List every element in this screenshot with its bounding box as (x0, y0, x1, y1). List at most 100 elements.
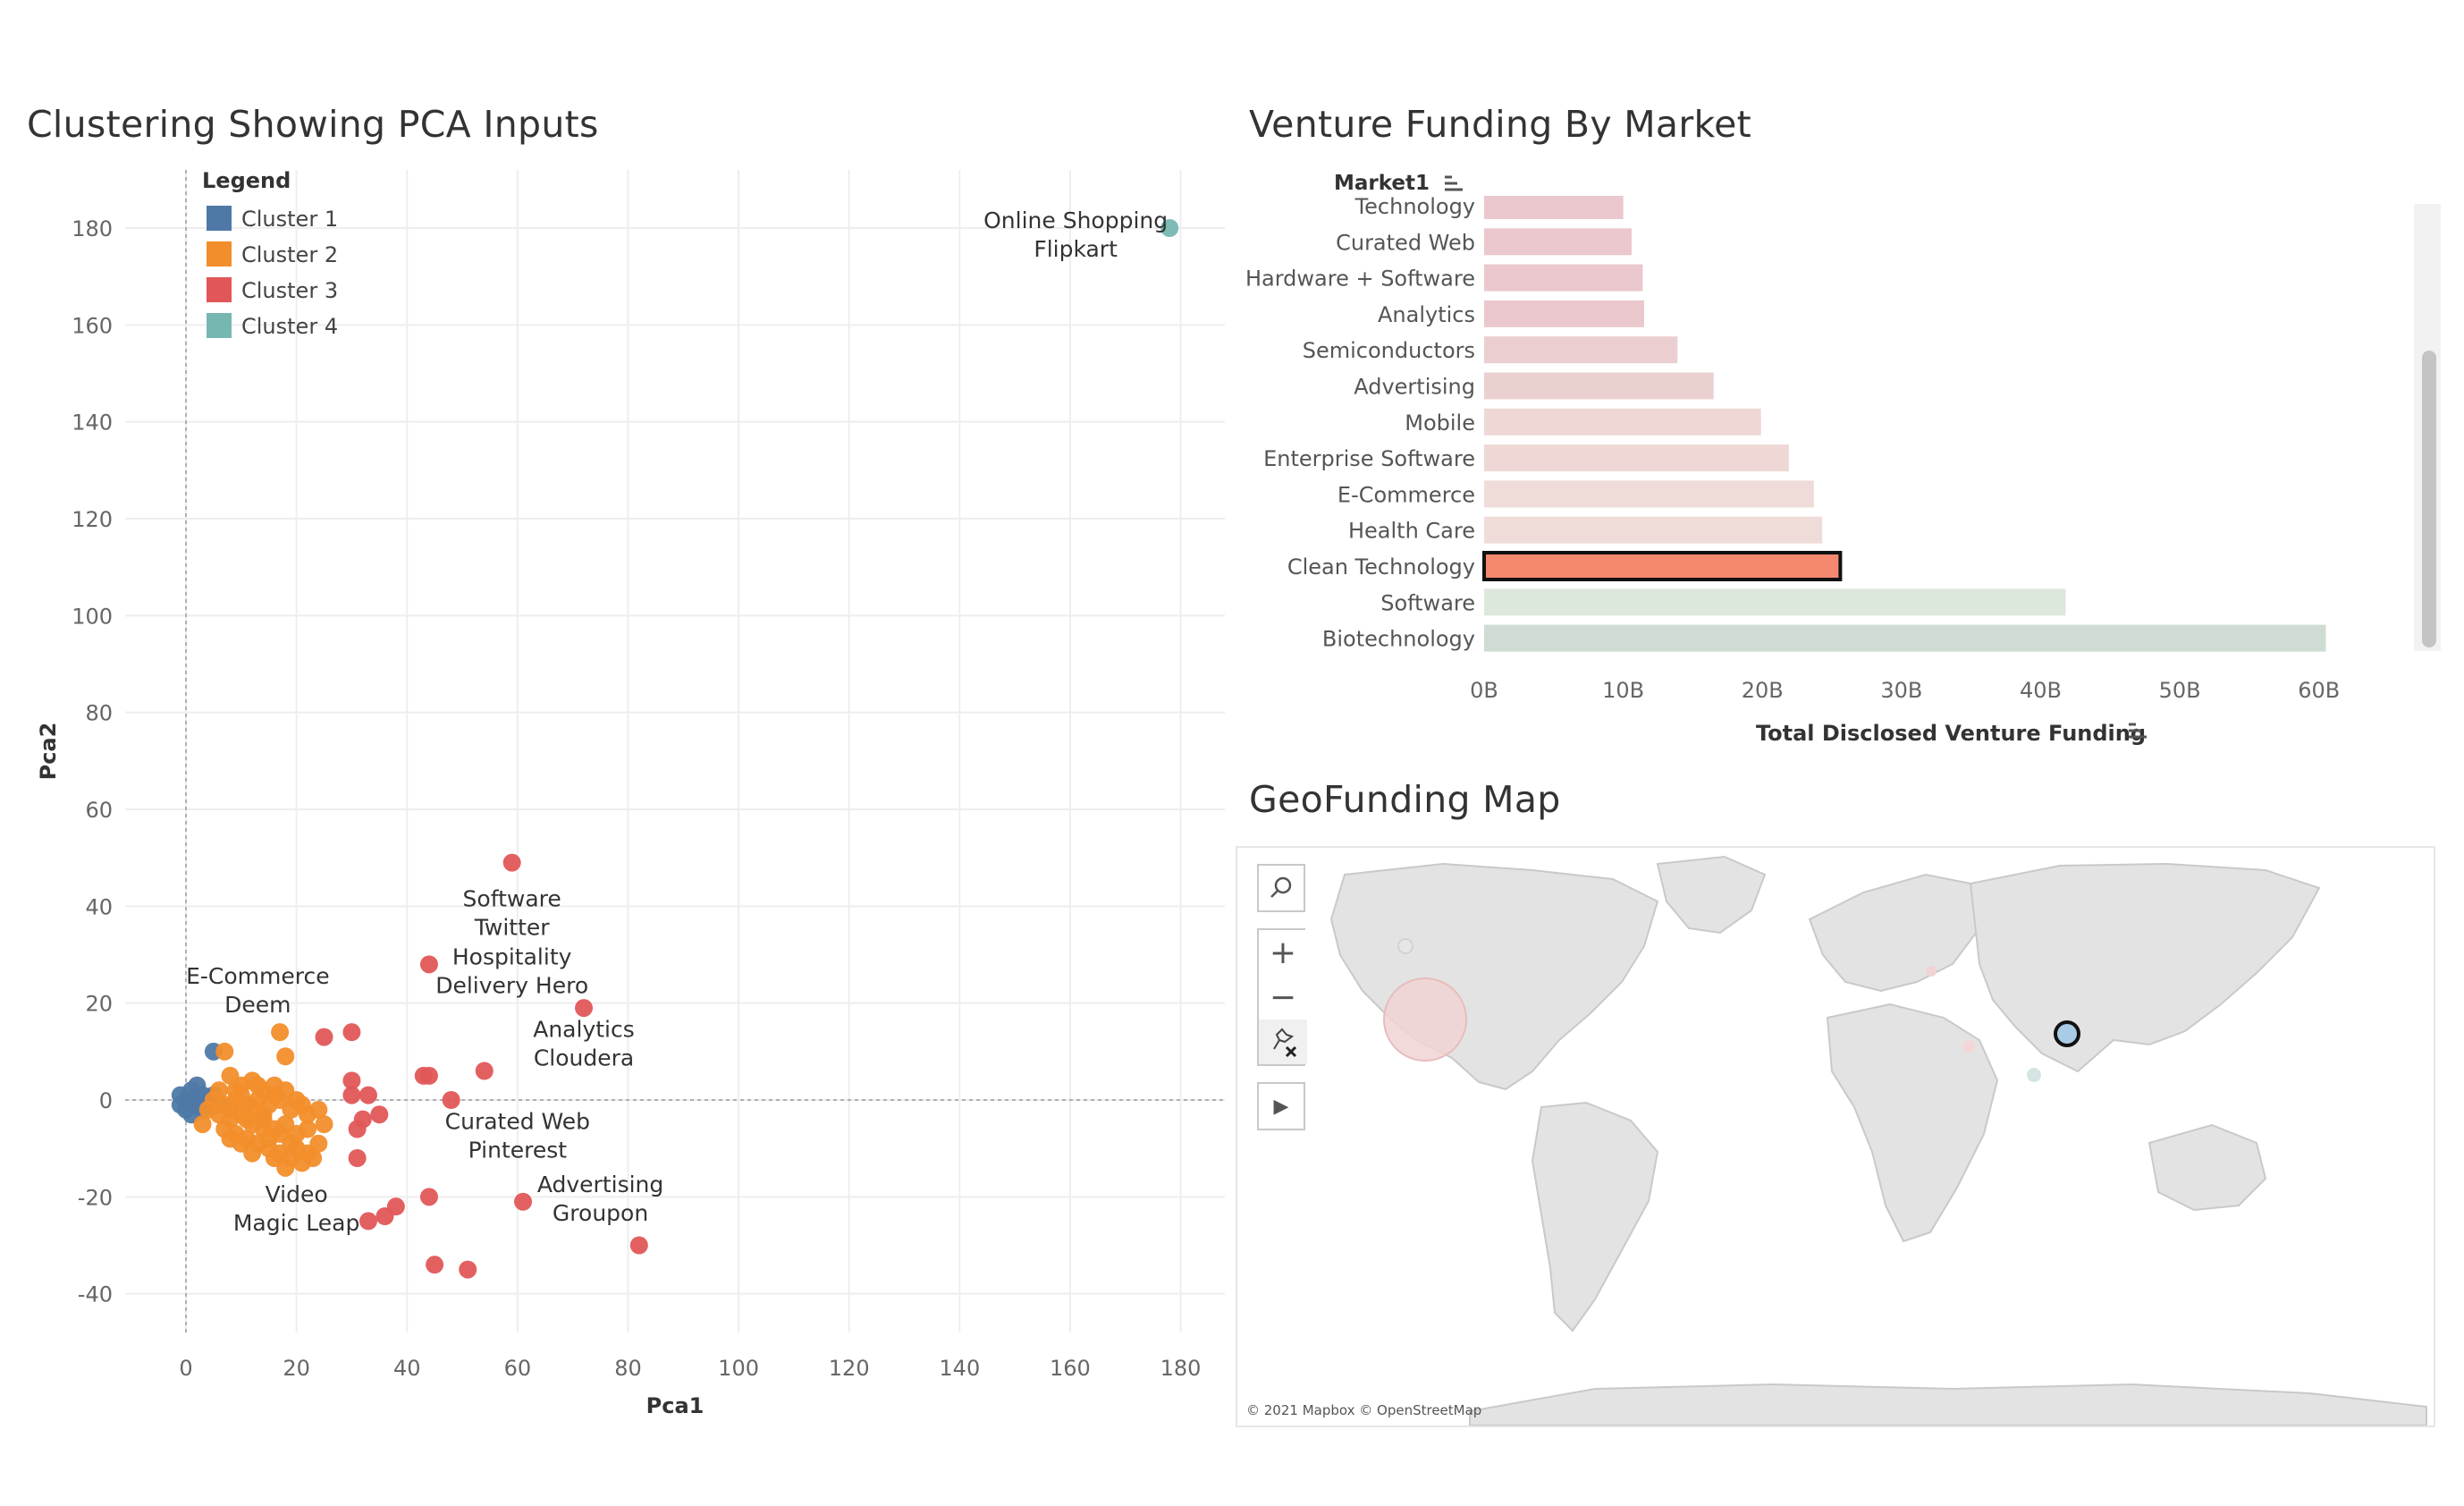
data-point-cluster-2[interactable] (193, 1115, 212, 1134)
funding-bar[interactable] (1484, 408, 1761, 436)
zoom-in-button[interactable]: + (1259, 930, 1307, 975)
data-point-cluster-3[interactable] (459, 1260, 477, 1279)
data-point-cluster-2[interactable] (221, 1100, 240, 1119)
data-point-cluster-3[interactable] (359, 1212, 377, 1231)
map-bubble-india[interactable] (2027, 1068, 2041, 1082)
data-point-cluster-3[interactable] (348, 1149, 367, 1167)
legend-label[interactable]: Cluster 3 (241, 278, 338, 303)
data-point-cluster-3[interactable] (442, 1091, 460, 1109)
scrollbar-thumb[interactable] (2422, 351, 2436, 647)
data-point-cluster-2[interactable] (276, 1047, 295, 1066)
world-map[interactable] (1237, 848, 2434, 1426)
legend-swatch[interactable] (207, 277, 232, 302)
data-point-cluster-2[interactable] (215, 1042, 234, 1061)
map-bubble-israel[interactable] (1962, 1040, 1975, 1053)
point-annotation: Cloudera (534, 1045, 634, 1071)
sort-icon[interactable] (2129, 723, 2147, 739)
map-search-button[interactable] (1257, 864, 1305, 912)
funding-bar[interactable] (1484, 264, 1643, 292)
pca-scatter-chart[interactable]: 0 20 40 60 80 100 120 140 160 180 -40 -20 0 20 40 60 80 1… (0, 161, 1225, 1458)
legend-swatch[interactable] (207, 206, 232, 231)
map-bubble-canada[interactable] (1397, 938, 1413, 954)
zoom-out-icon: − (1269, 978, 1297, 1016)
funding-bar[interactable] (1484, 372, 1714, 400)
reset-map-button[interactable] (1259, 1020, 1307, 1064)
funding-bar[interactable] (1484, 228, 1632, 256)
market-label[interactable]: Hardware + Software (1245, 267, 1475, 292)
market-label[interactable]: Curated Web (1336, 230, 1475, 255)
data-point-cluster-3[interactable] (359, 1086, 377, 1104)
data-point-cluster-3[interactable] (315, 1028, 333, 1046)
data-point-cluster-1[interactable] (182, 1091, 201, 1109)
legend-label[interactable]: Cluster 4 (241, 314, 338, 339)
data-point-cluster-3[interactable] (348, 1120, 367, 1138)
data-point-cluster-2[interactable] (226, 1081, 245, 1100)
data-point-cluster-3[interactable] (376, 1207, 394, 1225)
funding-bar[interactable] (1484, 480, 1814, 508)
market-label[interactable]: E-Commerce (1337, 482, 1475, 507)
data-point-cluster-3[interactable] (419, 955, 438, 974)
data-point-cluster-2[interactable] (298, 1120, 316, 1138)
market-label[interactable]: Advertising (1354, 375, 1475, 400)
zoom-out-button[interactable]: − (1259, 975, 1307, 1020)
market-label[interactable]: Analytics (1378, 302, 1475, 327)
funding-bar[interactable] (1484, 336, 1678, 364)
market-label[interactable]: Biotechnology (1322, 627, 1475, 652)
data-point-cluster-2[interactable] (249, 1076, 267, 1095)
map-bubble-europe[interactable] (1926, 966, 1937, 977)
data-point-cluster-3[interactable] (514, 1192, 533, 1211)
funding-bar[interactable] (1484, 516, 1823, 544)
market-label[interactable]: Mobile (1405, 410, 1475, 436)
funding-bar[interactable] (1484, 300, 1644, 327)
data-point-cluster-1[interactable] (188, 1076, 207, 1095)
data-point-cluster-4[interactable] (1160, 219, 1179, 237)
funding-bar[interactable] (1484, 444, 1789, 472)
data-point-cluster-2[interactable] (210, 1081, 229, 1100)
geo-funding-map[interactable]: + − ▶ © 2021 Mapbox © OpenStreetMap (1236, 846, 2435, 1427)
legend-label[interactable]: Cluster 2 (241, 242, 338, 267)
sort-icon[interactable] (1445, 175, 1463, 191)
data-point-cluster-2[interactable] (309, 1100, 328, 1119)
data-point-cluster-2[interactable] (287, 1091, 306, 1109)
data-point-cluster-2[interactable] (265, 1149, 283, 1167)
data-point-cluster-2[interactable] (254, 1120, 273, 1138)
market-label[interactable]: Enterprise Software (1263, 446, 1475, 471)
market-header[interactable]: Market1 (1334, 172, 1430, 195)
data-point-cluster-2[interactable] (198, 1100, 217, 1119)
market-label[interactable]: Software (1380, 590, 1475, 615)
data-point-cluster-2[interactable] (271, 1124, 290, 1143)
market-label[interactable]: Semiconductors (1303, 338, 1475, 363)
data-point-cluster-3[interactable] (342, 1071, 361, 1090)
market-label[interactable]: Clean Technology (1287, 554, 1475, 580)
map-play-button[interactable]: ▶ (1257, 1082, 1305, 1130)
data-point-cluster-2[interactable] (221, 1130, 240, 1148)
funding-bar-chart[interactable]: Technology Curated Web Hardware + Software… (1230, 161, 2464, 769)
data-point-cluster-2[interactable] (298, 1144, 316, 1163)
data-point-cluster-2[interactable] (237, 1110, 256, 1129)
data-point-cluster-3[interactable] (419, 1188, 438, 1206)
data-point-cluster-3[interactable] (575, 999, 594, 1018)
data-point-cluster-2[interactable] (271, 1023, 290, 1042)
funding-bar[interactable] (1484, 588, 2066, 616)
market-label[interactable]: Technology (1354, 194, 1475, 219)
funding-bar[interactable] (1482, 551, 1843, 581)
funding-bar[interactable] (1484, 624, 2326, 652)
legend-label[interactable]: Cluster 1 (241, 207, 338, 232)
market-label[interactable]: Health Care (1348, 519, 1475, 544)
data-point-cluster-2[interactable] (315, 1115, 333, 1134)
data-point-cluster-3[interactable] (370, 1105, 389, 1124)
funding-bar[interactable] (1484, 196, 1624, 219)
zoom-in-icon: + (1269, 934, 1297, 971)
data-point-cluster-3[interactable] (629, 1236, 648, 1255)
data-point-cluster-3[interactable] (426, 1256, 444, 1274)
legend-swatch[interactable] (207, 313, 232, 338)
map-bubble-china[interactable] (2054, 1020, 2080, 1047)
data-point-cluster-3[interactable] (475, 1062, 494, 1080)
legend-swatch[interactable] (207, 241, 232, 267)
data-point-cluster-2[interactable] (254, 1105, 273, 1124)
data-point-cluster-3[interactable] (342, 1086, 361, 1104)
data-point-cluster-3[interactable] (502, 853, 521, 872)
data-point-cluster-3[interactable] (419, 1066, 438, 1085)
data-point-cluster-3[interactable] (342, 1023, 361, 1042)
map-bubble-us[interactable] (1383, 977, 1467, 1062)
